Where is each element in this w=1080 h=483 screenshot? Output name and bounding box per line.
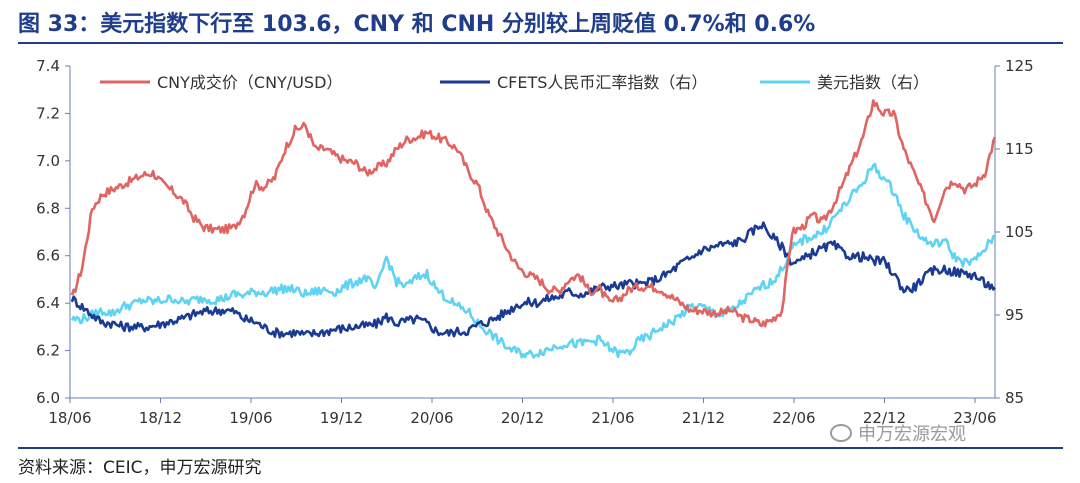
left-tick-label: 6.0: [36, 389, 60, 407]
series-line-cfets: [70, 221, 996, 339]
right-tick-label: 105: [1005, 223, 1034, 241]
x-tick-label: 21/12: [682, 409, 725, 427]
watermark-text: 申万宏源宏观: [858, 424, 966, 445]
left-tick-label: 6.4: [36, 294, 60, 312]
left-tick-label: 7.4: [36, 57, 60, 75]
left-axis-ticks: 6.0 6.2 6.4 6.6 6.8 7.0 7.2 7.4: [36, 57, 70, 407]
legend-item-cny-label: CNY成交价（CNY/USD）: [157, 73, 342, 92]
wechat-icon: [830, 424, 852, 442]
x-tick-label: 20/12: [501, 409, 544, 427]
legend-item-dxy-label: 美元指数（右）: [817, 73, 929, 92]
footer-divider: [18, 447, 1063, 449]
x-tick-label: 22/12: [863, 409, 906, 427]
x-axis-ticks: 18/06 18/12 19/06 19/12 20/06 20/12 21/06 21/12…: [48, 398, 997, 427]
exchange-rate-chart: 6.0 6.2 6.4 6.6 6.8 7.0 7.2 7.4 85 95 105 115 125 1…: [36, 57, 1034, 427]
x-tick-label: 22/06: [772, 409, 815, 427]
right-tick-label: 115: [1005, 140, 1034, 158]
x-tick-label: 18/12: [139, 409, 182, 427]
watermark: 申万宏源宏观: [830, 420, 966, 446]
x-tick-label: 19/12: [320, 409, 363, 427]
x-tick-label: 23/06: [953, 409, 996, 427]
left-tick-label: 7.2: [36, 104, 60, 122]
title-divider: [18, 42, 1063, 44]
left-tick-label: 7.0: [36, 152, 60, 170]
right-tick-label: 85: [1005, 389, 1024, 407]
x-tick-label: 21/06: [591, 409, 634, 427]
x-tick-label: 20/06: [410, 409, 453, 427]
legend: CNY成交价（CNY/USD） CFETS人民币汇率指数（右） 美元指数（右）: [100, 73, 929, 92]
series-line-cny: [70, 99, 997, 328]
x-tick-label: 19/06: [229, 409, 272, 427]
source-note: 资料来源：CEIC，申万宏源研究: [18, 458, 262, 478]
series-line-dxy: [70, 162, 995, 359]
left-tick-label: 6.2: [36, 342, 60, 360]
x-tick-label: 18/06: [48, 409, 91, 427]
right-axis-ticks: 85 95 105 115 125: [995, 57, 1034, 407]
right-tick-label: 125: [1005, 57, 1034, 75]
left-tick-label: 6.6: [36, 247, 60, 265]
right-tick-label: 95: [1005, 306, 1024, 324]
legend-item-cfets-label: CFETS人民币汇率指数（右）: [497, 73, 707, 92]
left-tick-label: 6.8: [36, 199, 60, 217]
series-lines: [70, 99, 997, 359]
chart-title: 图 33：美元指数下行至 103.6，CNY 和 CNH 分别较上周贬值 0.7…: [18, 12, 816, 37]
